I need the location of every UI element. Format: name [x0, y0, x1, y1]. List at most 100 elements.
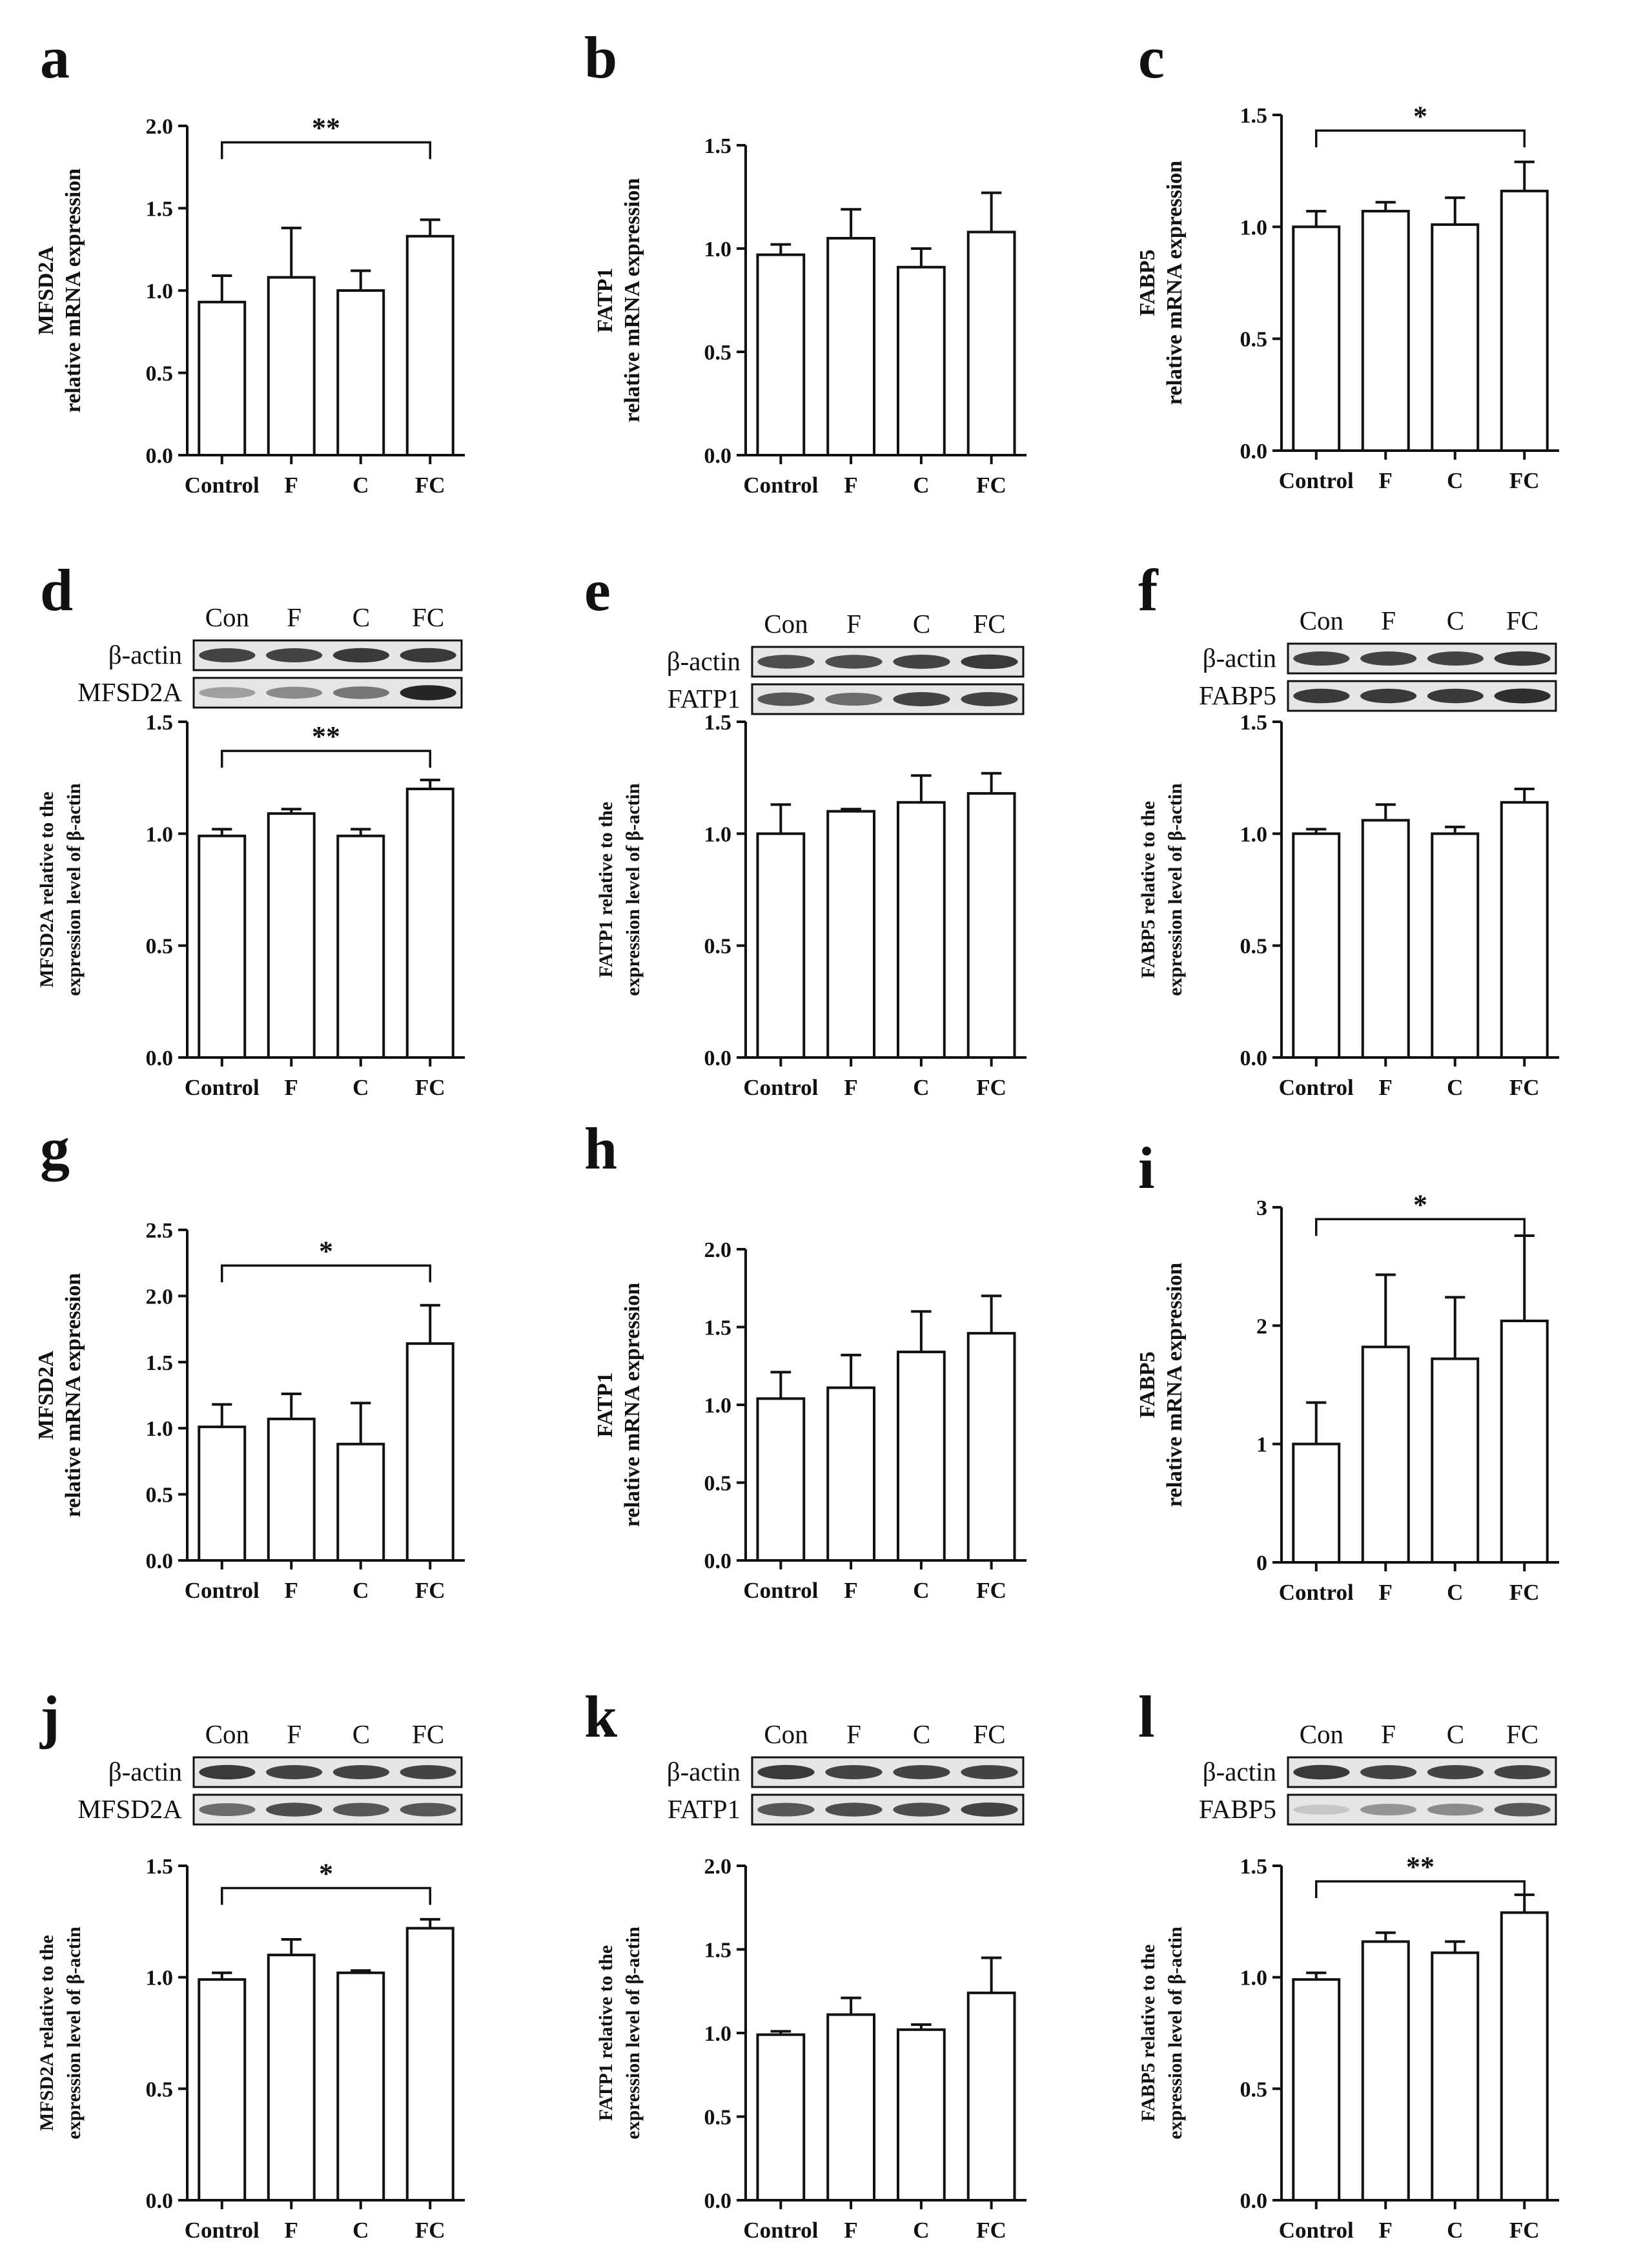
significance-label: * [1413, 1189, 1427, 1220]
significance-label: * [1413, 100, 1427, 132]
blot-band [400, 1803, 456, 1817]
x-tick-label: C [913, 473, 929, 498]
blot-lane-label: C [352, 1719, 370, 1749]
x-tick-label: FC [1509, 2218, 1540, 2243]
blot-band [961, 1803, 1018, 1817]
blot-band [961, 654, 1018, 669]
bar-control [198, 1425, 247, 1562]
y-tick-label: 1.0 [146, 822, 174, 846]
bar-c [1431, 223, 1480, 452]
blot-row-label: β-actin [108, 1757, 182, 1786]
significance-label: ** [1406, 1851, 1435, 1883]
significance-bracket [221, 1264, 431, 1283]
blot-lane-label: C [913, 1719, 930, 1749]
x-tick-label: Control [1279, 1075, 1354, 1100]
bar-control [1292, 832, 1341, 1059]
blot-band [893, 1803, 950, 1817]
bar-fc [405, 1342, 454, 1562]
blot-band [825, 1803, 883, 1817]
y-tick-label: 0.5 [146, 935, 174, 959]
y-axis-label: relative mRNA expression [61, 169, 85, 413]
y-axis-label: expression level of β-actin [1165, 783, 1186, 996]
y-tick-label: 1.5 [1240, 104, 1268, 128]
blot-band [332, 648, 389, 663]
y-axis-label: relative mRNA expression [61, 1273, 85, 1517]
y-axis-label: FATP1 [593, 1373, 617, 1438]
significance-bracket [1315, 1218, 1526, 1236]
blot-band [961, 692, 1018, 706]
bar-fc [405, 234, 454, 456]
y-axis-label: FABP5 relative to the [1138, 801, 1159, 979]
x-tick-label: Control [185, 1075, 260, 1100]
x-tick-label: Control [743, 473, 818, 498]
y-tick-label: 2.0 [146, 115, 174, 139]
bar-c [1431, 832, 1480, 1059]
significance-bracket [1315, 1880, 1526, 1899]
y-tick-label: 1.0 [704, 1394, 732, 1418]
blot-band [1494, 1803, 1551, 1817]
x-tick-label: F [844, 1075, 857, 1100]
blot-lane-label: FC [973, 609, 1005, 639]
panel-letter-g: g [40, 1116, 70, 1181]
x-tick-label: Control [1279, 2218, 1354, 2243]
bar-f [267, 276, 316, 456]
blot-band [332, 686, 389, 699]
y-axis-label: relative mRNA expression [620, 1283, 644, 1527]
x-tick-label: F [285, 2218, 298, 2243]
y-tick-label: 1.0 [146, 1417, 174, 1441]
x-tick-label: F [285, 473, 298, 498]
x-tick-label: Control [185, 1578, 260, 1603]
blot-band [825, 693, 883, 706]
blot-band [893, 1765, 950, 1779]
x-tick-label: C [352, 2218, 369, 2243]
blot-band [199, 648, 256, 662]
bar-f [826, 810, 876, 1059]
x-tick-label: F [844, 2218, 857, 2243]
y-tick-label: 0.0 [1240, 1047, 1268, 1070]
blot-lane-label: C [913, 609, 930, 639]
blot-lane-label: FC [1506, 1719, 1538, 1749]
significance-bracket [221, 1886, 431, 1905]
y-tick-label: 0.0 [1240, 2189, 1268, 2213]
blot-lane-label: F [287, 602, 301, 632]
y-tick-label: 0.0 [146, 444, 174, 468]
x-tick-label: FC [415, 2218, 445, 2243]
bar-fc [1500, 1320, 1549, 1564]
x-tick-label: F [285, 1075, 298, 1100]
bar-fc [966, 1332, 1016, 1562]
blot-lane-label: C [352, 602, 370, 632]
blot-row-label: FATP1 [668, 1794, 740, 1824]
y-axis-label: relative mRNA expression [620, 178, 644, 422]
y-tick-label: 1.0 [1240, 1967, 1268, 1990]
bar-c [1431, 1951, 1480, 2202]
bar-c [336, 1971, 385, 2202]
y-tick-label: 2.0 [704, 1238, 732, 1262]
y-tick-label: 0.5 [704, 1472, 732, 1496]
bar-c [896, 801, 946, 1059]
bar-f [826, 2013, 876, 2202]
x-tick-label: Control [185, 473, 260, 498]
panel-letter-b: b [584, 25, 617, 90]
blot-lane-label: F [1381, 1719, 1396, 1749]
y-tick-label: 0.0 [704, 1549, 732, 1573]
bar-control [756, 832, 806, 1059]
bar-fc [405, 1926, 454, 2202]
blot-band [400, 1765, 456, 1779]
x-tick-label: C [913, 2218, 929, 2243]
panel-letter-j: j [39, 1684, 60, 1750]
blot-lane-label: FC [1506, 606, 1538, 635]
significance-bracket [221, 750, 431, 768]
blot-band [1293, 1804, 1350, 1815]
blot-lane-label: Con [205, 1719, 249, 1749]
y-axis-label: MFSD2A [34, 1351, 58, 1440]
y-tick-label: 1.5 [704, 1939, 732, 1963]
y-axis-label: relative mRNA expression [1163, 1263, 1187, 1507]
blot-band [1494, 651, 1551, 666]
x-tick-label: F [1379, 2218, 1393, 2243]
bar-c [1431, 1357, 1480, 1564]
